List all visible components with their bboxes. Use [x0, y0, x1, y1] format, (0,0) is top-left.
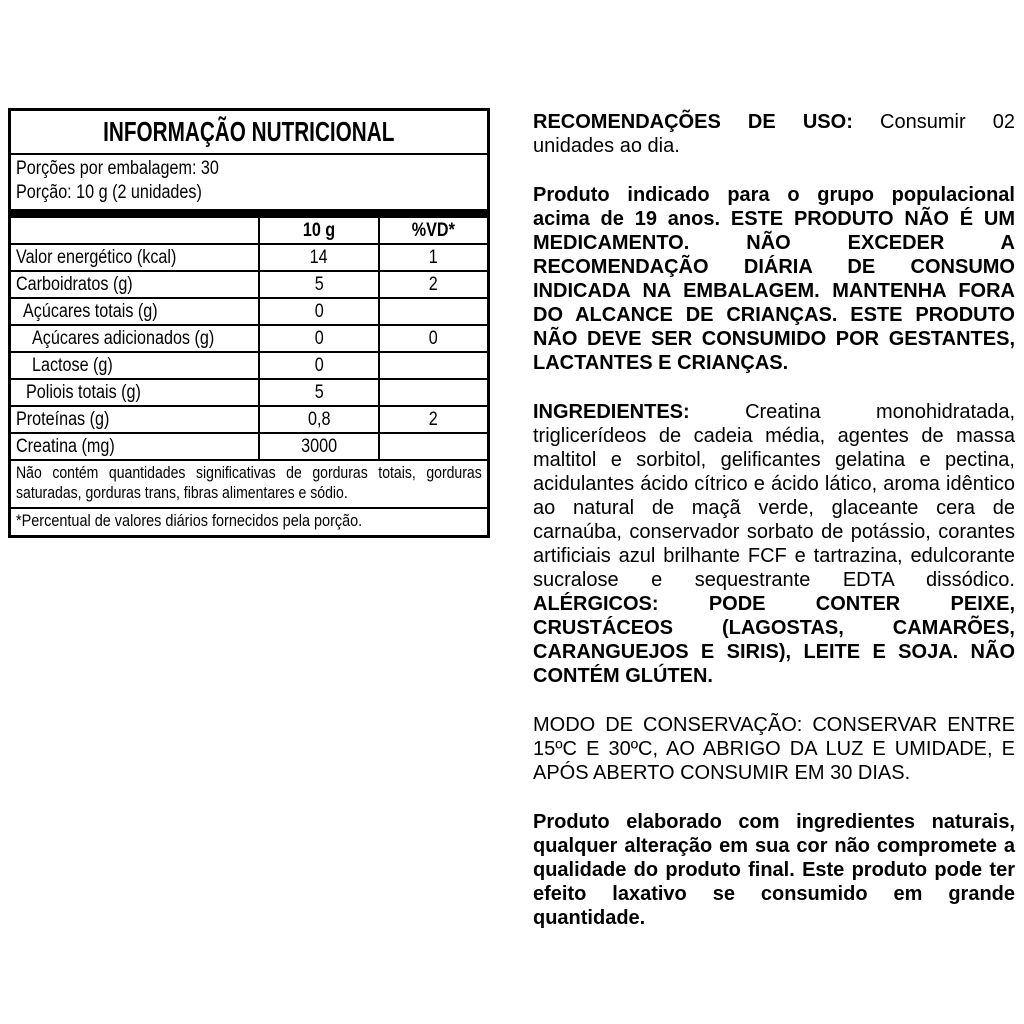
footnote-no-significant-amounts: Não contém quantidades significativas de… — [11, 461, 487, 509]
nutrient-amount: 0 — [314, 301, 324, 322]
storage-paragraph: MODO DE CONSERVAÇÃO: CONSERVAR ENTRE 15º… — [533, 714, 1015, 784]
nutrient-amount: 14 — [310, 247, 328, 268]
nutrient-dv: 2 — [428, 274, 438, 295]
nutrition-table-title: INFORMAÇÃO NUTRICIONAL — [11, 111, 487, 155]
nutrient-label: Proteínas (g) — [16, 409, 110, 430]
table-row: Creatina (mg) 3000 — [11, 434, 487, 461]
nutrient-dv: 0 — [428, 328, 438, 349]
nutrient-amount: 0,8 — [307, 409, 331, 430]
footnote-daily-values: *Percentual de valores diários fornecido… — [16, 511, 363, 530]
header-amount-cell: 10 g — [258, 218, 378, 243]
header-dv-cell: %VD* — [378, 218, 487, 243]
usage-recommendations-paragraph: RECOMENDAÇÕES DE USO: Consumir 02 unidad… — [533, 110, 1015, 158]
table-row: Açúcares adicionados (g) 0 0 — [11, 326, 487, 353]
table-row: Poliois totais (g) 5 — [11, 380, 487, 407]
ingredients-paragraph: INGREDIENTES: Creatina monohidratada, tr… — [533, 400, 1015, 688]
usage-text: Consumir 02 unidades ao dia. — [533, 111, 1015, 157]
table-row: Açúcares totais (g) 0 — [11, 299, 487, 326]
nutrient-amount: 5 — [314, 382, 324, 403]
nutrient-label: Lactose (g) — [32, 355, 113, 376]
servings-per-package: Porções por embalagem: 30 — [16, 158, 219, 179]
nutrient-label: Creatina (mg) — [16, 436, 115, 457]
serving-info: Porções por embalagem: 30 Porção: 10 g (… — [11, 155, 487, 209]
header-empty-cell — [11, 218, 258, 243]
table-row: Lactose (g) 0 — [11, 353, 487, 380]
warning-paragraph: Produto indicado para o grupo populacion… — [533, 184, 1015, 374]
table-header-row: 10 g %VD* — [11, 218, 487, 245]
nutrient-label: Carboidratos (g) — [16, 274, 133, 295]
nutrient-label: Poliois totais (g) — [26, 382, 141, 403]
nutrient-label: Açúcares adicionados (g) — [32, 328, 215, 349]
ingredients-label: INGREDIENTES: — [533, 401, 690, 423]
nutrient-dv: 2 — [428, 409, 438, 430]
nutrient-amount: 0 — [314, 328, 324, 349]
nutrient-label: Açúcares totais (g) — [23, 301, 158, 322]
serving-size: Porção: 10 g (2 unidades) — [16, 182, 202, 203]
allergens-text: ALÉRGICOS: PODE CONTER PEIXE, CRUSTÁCEOS… — [533, 593, 1015, 687]
nutrient-amount: 3000 — [301, 436, 337, 457]
natural-ingredients-paragraph: Produto elaborado com ingredientes natur… — [533, 811, 1015, 929]
table-row: Proteínas (g) 0,8 2 — [11, 407, 487, 434]
info-panel: RECOMENDAÇÕES DE USO: Consumir 02 unidad… — [533, 110, 1015, 955]
nutrient-amount: 0 — [314, 355, 324, 376]
ingredients-text: Creatina monohidratada, triglicerídeos d… — [533, 401, 1016, 591]
table-row: Carboidratos (g) 5 2 — [11, 272, 487, 299]
nutrition-table-title-text: INFORMAÇÃO NUTRICIONAL — [103, 116, 395, 147]
thick-divider-bar — [11, 209, 487, 218]
nutrient-label: Valor energético (kcal) — [16, 247, 177, 268]
nutrition-facts-table: INFORMAÇÃO NUTRICIONAL Porções por embal… — [8, 108, 490, 538]
nutrient-amount: 5 — [314, 274, 324, 295]
usage-label: RECOMENDAÇÕES DE USO: — [533, 111, 853, 133]
table-row: Valor energético (kcal) 14 1 — [11, 245, 487, 272]
nutrient-dv: 1 — [428, 247, 438, 268]
